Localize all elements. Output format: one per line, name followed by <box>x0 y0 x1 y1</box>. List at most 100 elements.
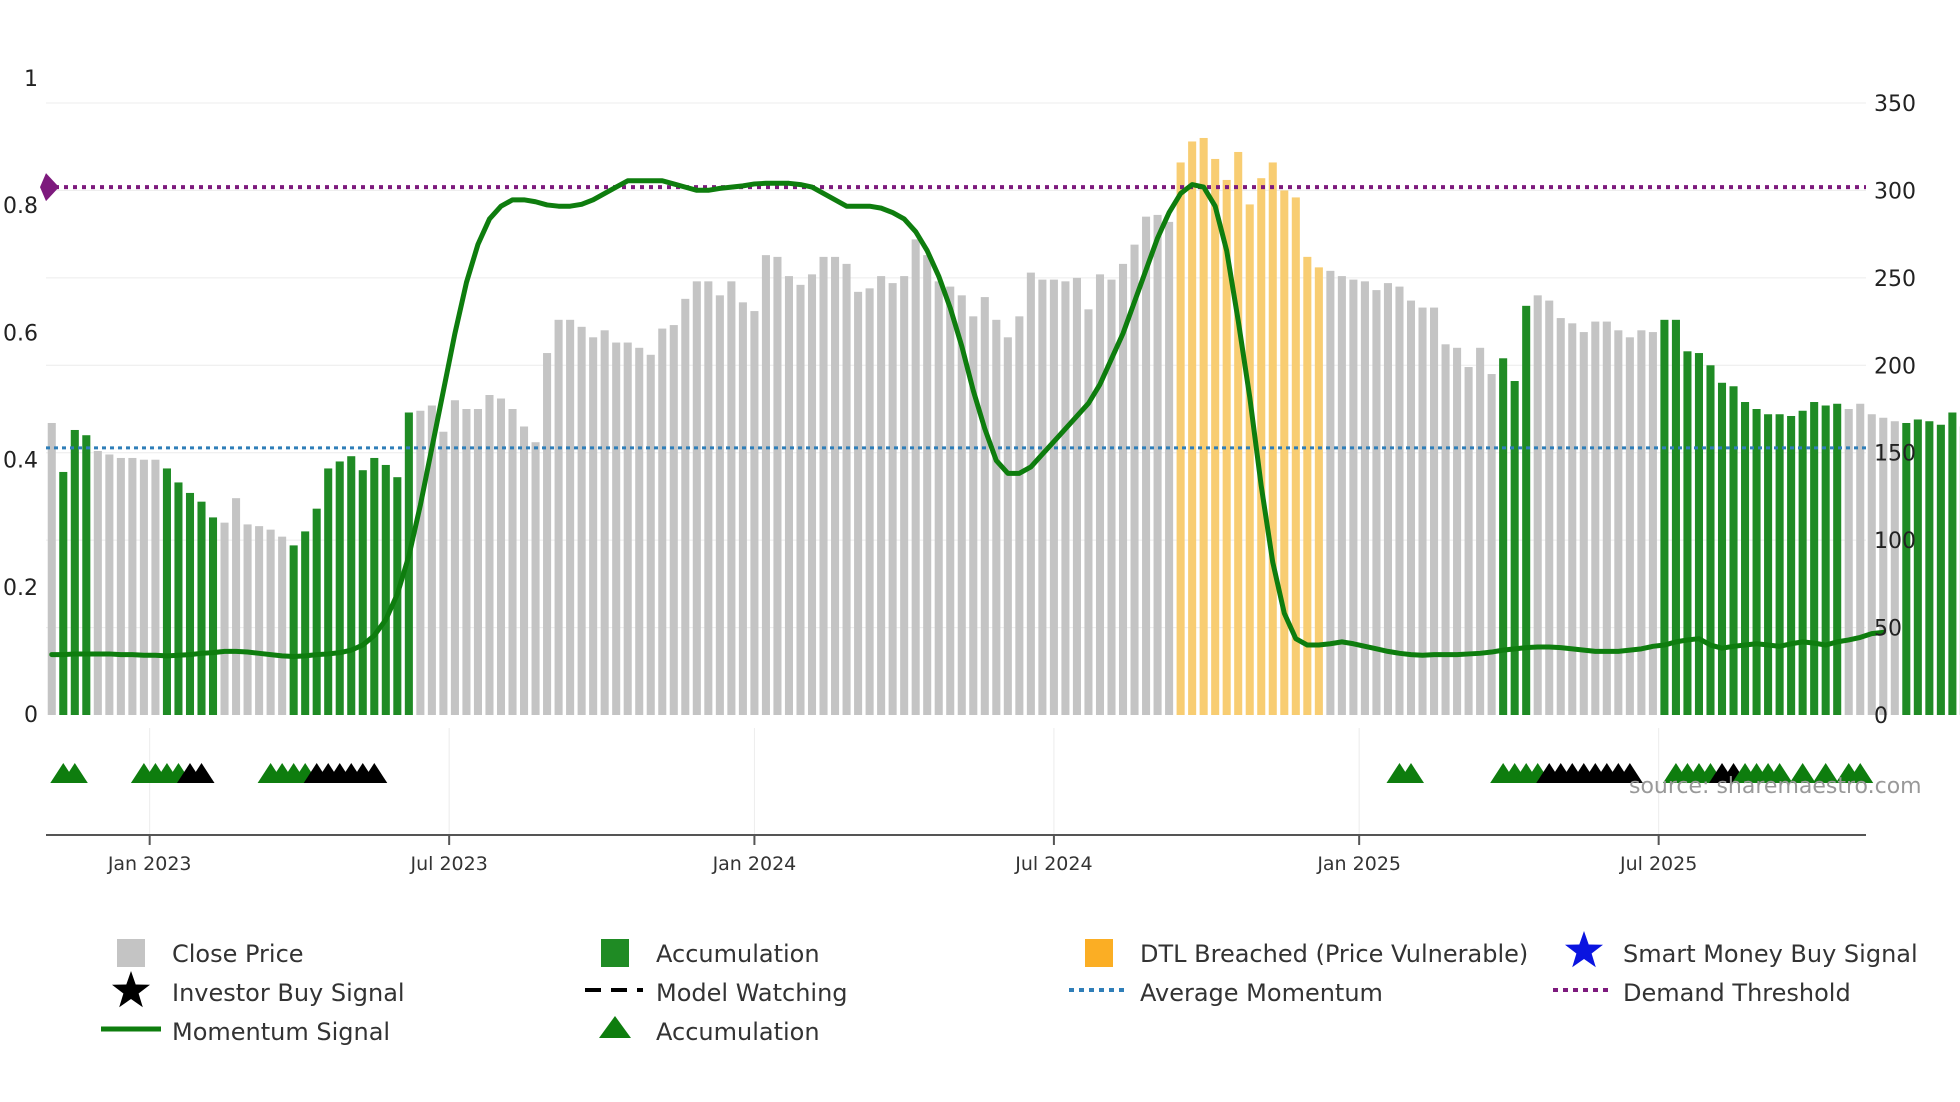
close-price-bar <box>1096 274 1104 715</box>
bars <box>48 138 1960 715</box>
right-tick-label: 200 <box>1874 354 1916 379</box>
close-price-bar <box>566 320 574 715</box>
legend-label: Accumulation <box>656 1018 820 1046</box>
accumulation-bar <box>1522 306 1530 715</box>
close-price-bar <box>1545 301 1553 715</box>
dtl-breached-bar <box>1280 190 1288 715</box>
accumulation-bar <box>336 461 344 715</box>
accumulation-bar <box>1753 409 1761 715</box>
close-price-bar <box>681 299 689 715</box>
legend-label: DTL Breached (Price Vulnerable) <box>1140 940 1528 968</box>
left-axis: 0 0.2 0.4 0.6 0.8 1 <box>3 67 38 728</box>
dtl-breached-bar <box>1315 267 1323 715</box>
accumulation-bar <box>301 531 309 715</box>
accumulation-bar <box>1730 386 1738 715</box>
close-price-bar <box>1453 348 1461 715</box>
left-tick-label: 0.8 <box>3 194 38 219</box>
close-price-bar <box>278 537 286 715</box>
close-price-bar <box>244 524 252 715</box>
dtl-breached-bar <box>1188 141 1196 715</box>
accumulation-bar <box>1948 413 1956 716</box>
close-price-bar <box>117 458 125 715</box>
accumulation-bar <box>1706 365 1714 715</box>
accumulation-bar <box>1695 353 1703 715</box>
close-price-bar <box>900 276 908 715</box>
accumulation-bar <box>1764 414 1772 715</box>
close-price-bar <box>1603 322 1611 715</box>
green-square-icon <box>601 939 629 967</box>
accumulation-bar <box>1672 320 1680 715</box>
close-price-bar <box>854 292 862 715</box>
close-price-bar <box>94 451 102 715</box>
grey-square-icon <box>117 939 145 967</box>
close-price-bar <box>474 409 482 715</box>
left-tick-label: 0.2 <box>3 576 38 601</box>
accumulation-bar <box>174 482 182 715</box>
close-price-bar <box>670 325 678 715</box>
x-tick-label: Jul 2024 <box>1014 853 1092 875</box>
close-price-bar <box>1534 295 1542 715</box>
right-tick-label: 100 <box>1874 529 1916 554</box>
close-price-bar <box>267 530 275 715</box>
right-tick-label: 250 <box>1874 267 1916 292</box>
accumulation-bar <box>71 430 79 715</box>
legend-label: Demand Threshold <box>1623 979 1851 1007</box>
close-price-bar <box>1326 271 1334 715</box>
accumulation-bar <box>1718 383 1726 715</box>
close-price-bar <box>48 423 56 715</box>
close-price-bar <box>1015 316 1023 715</box>
close-price-bar <box>1142 217 1150 715</box>
accumulation-bar <box>1683 351 1691 715</box>
close-price-bar <box>1073 278 1081 715</box>
close-price-bar <box>1488 374 1496 715</box>
close-price-bar <box>1349 280 1357 715</box>
close-price-bar <box>578 327 586 715</box>
close-price-bar <box>1591 322 1599 715</box>
close-price-bar <box>543 353 551 715</box>
x-tick-label: Jul 2023 <box>409 853 487 875</box>
close-price-bar <box>1050 280 1058 715</box>
accumulation-bar <box>1660 320 1668 715</box>
dtl-breached-bar <box>1269 162 1277 715</box>
close-price-bar <box>439 432 447 715</box>
close-price-bar <box>992 320 1000 715</box>
close-price-bar <box>843 264 851 715</box>
left-tick-label: 1 <box>24 67 38 92</box>
accumulation-bar <box>1776 414 1784 715</box>
close-price-bar <box>1361 281 1369 715</box>
close-price-bar <box>140 460 148 715</box>
close-price-bar <box>1027 273 1035 715</box>
close-price-bar <box>1649 332 1657 715</box>
close-price-bar <box>739 302 747 715</box>
close-price-bar <box>1845 409 1853 715</box>
close-price-bar <box>808 274 816 715</box>
close-price-bar <box>1165 222 1173 715</box>
accumulation-bar <box>382 465 390 715</box>
close-price-bar <box>1568 323 1576 715</box>
close-price-bar <box>831 257 839 715</box>
legend: Close Price Accumulation DTL Breached (P… <box>101 931 1918 1046</box>
legend-label: Smart Money Buy Signal <box>1623 940 1918 968</box>
close-price-bar <box>105 454 113 715</box>
close-price-bar <box>416 411 424 715</box>
close-price-bar <box>462 409 470 715</box>
chart: 00.20.40.60.81 050100150200250300350 Jan… <box>0 0 1960 1102</box>
accumulation-bar <box>59 472 67 715</box>
x-tick-label: Jan 2025 <box>1316 853 1401 875</box>
close-price-bar <box>704 281 712 715</box>
accumulation-bar <box>186 493 194 715</box>
accumulation-bar <box>1799 411 1807 715</box>
close-price-bar <box>612 343 620 715</box>
close-price-bar <box>128 458 136 715</box>
close-price-bar <box>255 526 263 715</box>
accumulation-bar <box>290 545 298 715</box>
legend-label: Average Momentum <box>1140 979 1383 1007</box>
close-price-bar <box>693 281 701 715</box>
close-price-bar <box>1338 276 1346 715</box>
accumulation-bar <box>324 468 332 715</box>
left-tick-label: 0 <box>24 703 38 728</box>
dtl-breached-bar <box>1234 152 1242 715</box>
accumulation-bar <box>1833 404 1841 715</box>
accumulation-bar <box>347 456 355 715</box>
close-price-bar <box>532 442 540 715</box>
